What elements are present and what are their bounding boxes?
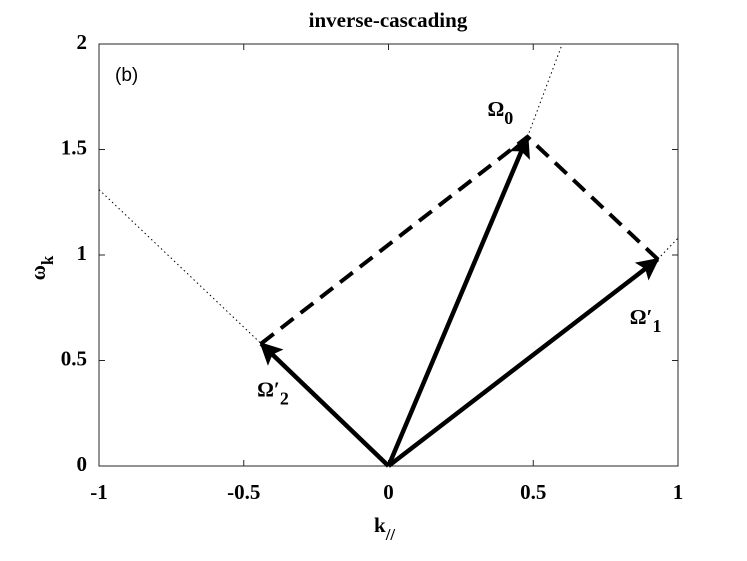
dispersion-curve [526,43,563,138]
y-tick-label: 0 [77,452,88,476]
vector-arrow [387,257,660,468]
vector-label: Ω′1 [630,305,662,336]
vector-label: Ω0 [487,97,513,128]
y-tick-label: 1.5 [61,135,87,159]
vector-arrow [386,134,530,467]
vector-arrow [259,341,391,468]
x-tick-label: 0 [383,480,394,504]
vector-label: Ω′2 [257,377,289,408]
panel-label: (b) [115,65,138,86]
x-tick-label: -0.5 [227,480,260,504]
dispersion-curve [98,189,262,344]
y-tick-label: 1 [77,241,88,265]
x-tick-label: -1 [90,480,108,504]
x-tick-label: 1 [673,480,684,504]
resonance-line [259,134,660,346]
x-axis-label: k// [374,513,395,544]
dispersion-curve [657,237,679,260]
y-tick-label: 0.5 [61,346,87,370]
y-tick-label: 2 [77,30,88,54]
y-axis-label: ωk [26,255,57,280]
x-tick-label: 0.5 [520,480,546,504]
plot-frame [98,43,679,467]
chart-title: inverse-cascading [309,8,468,32]
